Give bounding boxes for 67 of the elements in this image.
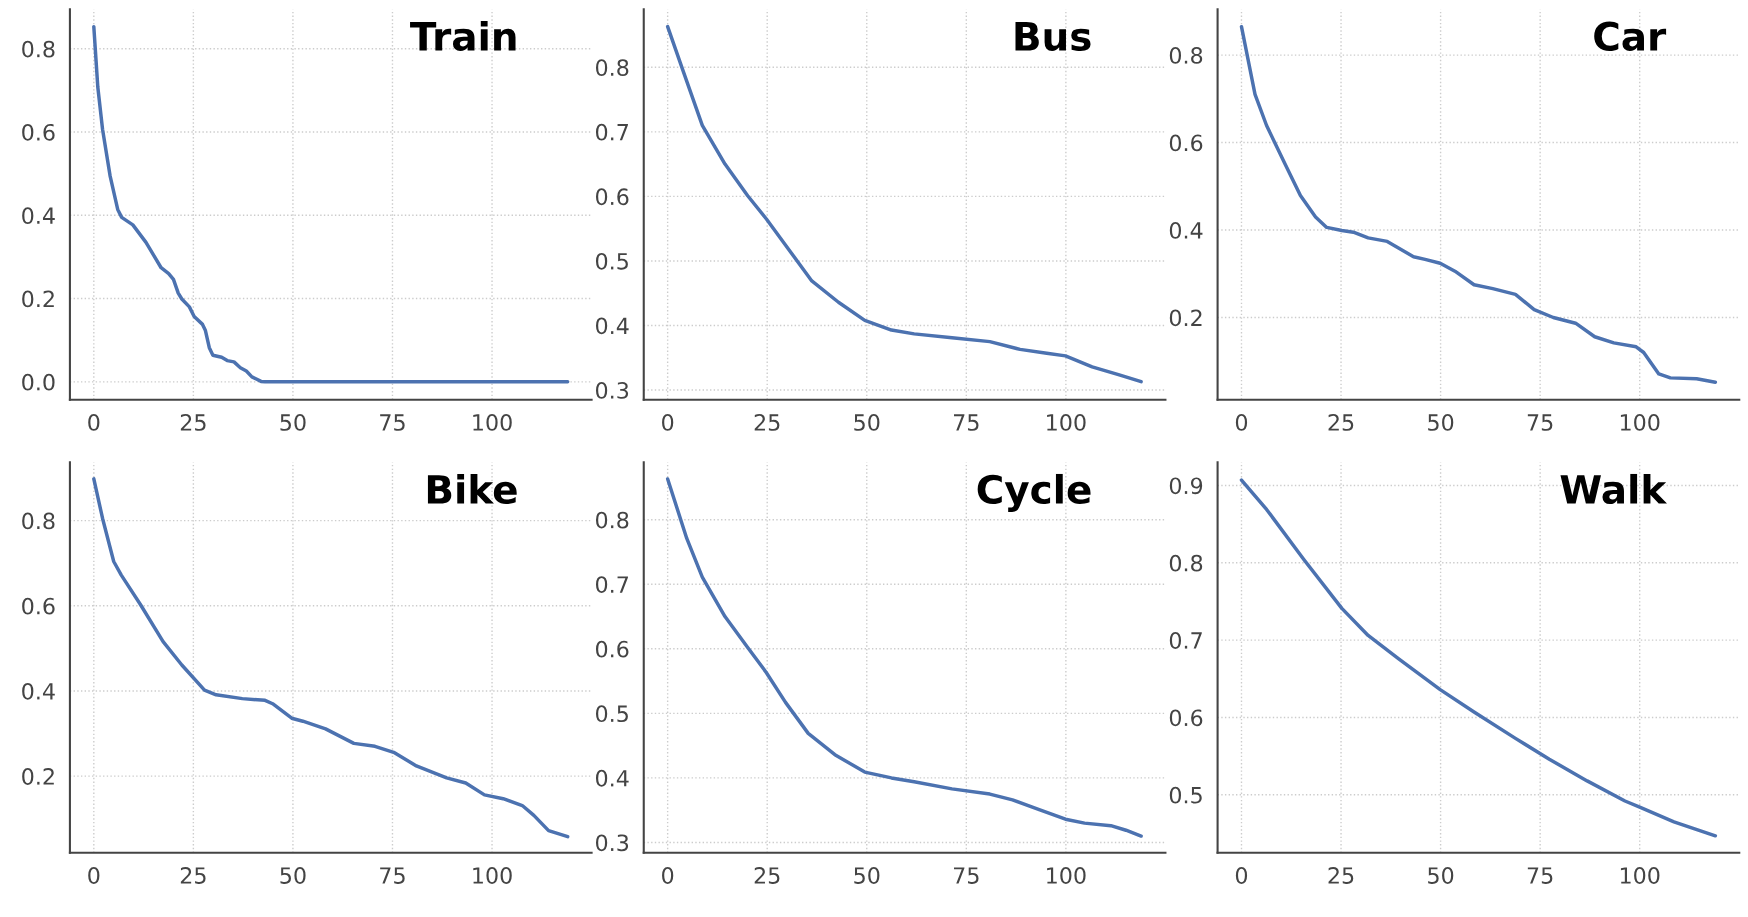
x-tick-label: 75 <box>380 867 405 884</box>
y-tick-label: 0.2 <box>22 290 54 308</box>
y-tick-label: 0.2 <box>1169 309 1202 327</box>
x-tick-label: 25 <box>754 867 780 884</box>
x-tick-label: 50 <box>280 867 306 884</box>
y-tick-label: 0.4 <box>595 769 629 787</box>
y-tick-label: 0.7 <box>595 576 628 594</box>
y-tick-label: 0.5 <box>1169 786 1202 804</box>
y-tick-label: 0.8 <box>1169 47 1203 64</box>
x-tick-label: 0 <box>88 414 100 431</box>
y-tick-label: 0.2 <box>22 768 54 785</box>
y-tick-label: 0.8 <box>1169 554 1203 572</box>
x-tick-label: 100 <box>1047 414 1086 431</box>
x-tick-label: 25 <box>180 867 206 884</box>
y-tick-label: 0.7 <box>1169 632 1202 649</box>
y-tick-label: 0.9 <box>1169 477 1203 495</box>
x-tick-label: 75 <box>954 867 979 884</box>
y-tick-label: 0.0 <box>22 373 55 391</box>
y-tick-label: 0.6 <box>22 123 55 141</box>
x-tick-label: 0 <box>662 414 674 431</box>
x-tick-label: 50 <box>280 414 306 431</box>
y-tick-label: 0.6 <box>595 640 629 658</box>
x-tick-label: 25 <box>754 414 780 431</box>
y-tick-label: 0.4 <box>1169 221 1203 239</box>
y-tick-label: 0.6 <box>22 597 55 615</box>
y-tick-label: 0.8 <box>22 40 55 58</box>
y-tick-label: 0.6 <box>1169 134 1203 152</box>
x-tick-label: 50 <box>854 867 880 884</box>
y-tick-label: 0.4 <box>22 682 55 700</box>
x-tick-label: 50 <box>1428 867 1454 884</box>
x-tick-label: 75 <box>1527 867 1553 884</box>
y-tick-label: 0.4 <box>595 317 629 335</box>
x-tick-label: 0 <box>88 867 100 884</box>
chart-title: Walk <box>1560 473 1667 505</box>
x-tick-label: 100 <box>1620 414 1660 431</box>
y-tick-label: 0.3 <box>595 382 629 399</box>
x-tick-label: 0 <box>1235 414 1248 431</box>
y-tick-label: 0.5 <box>595 705 628 723</box>
x-tick-label: 25 <box>180 414 206 431</box>
y-tick-label: 0.3 <box>595 834 629 852</box>
x-tick-label: 100 <box>1620 867 1660 884</box>
y-tick-label: 0.8 <box>22 512 55 530</box>
x-tick-label: 75 <box>380 414 405 431</box>
y-tick-label: 0.4 <box>22 207 55 225</box>
y-tick-label: 0.7 <box>595 123 628 141</box>
y-tick-label: 0.8 <box>595 59 629 77</box>
x-tick-label: 100 <box>473 867 512 884</box>
x-tick-label: 0 <box>1235 867 1248 884</box>
y-tick-label: 0.5 <box>595 252 628 270</box>
chart-title: Bus <box>1015 22 1091 51</box>
y-tick-label: 0.6 <box>595 188 629 206</box>
x-tick-label: 0 <box>662 867 674 884</box>
x-tick-label: 25 <box>1328 867 1354 884</box>
y-tick-label: 0.6 <box>1169 709 1203 727</box>
chart-title: Bike <box>427 473 517 505</box>
x-tick-label: 75 <box>954 414 979 431</box>
chart-title: Train <box>410 20 516 51</box>
x-tick-label: 75 <box>1527 414 1553 431</box>
x-tick-label: 100 <box>1047 867 1086 884</box>
chart-title: Cycle <box>977 473 1091 512</box>
y-tick-label: 0.8 <box>595 511 629 529</box>
x-tick-label: 25 <box>1328 414 1354 431</box>
line-series <box>665 24 1143 384</box>
x-tick-label: 100 <box>473 414 512 431</box>
chart-title: Car <box>1594 21 1667 51</box>
x-tick-label: 50 <box>854 414 880 431</box>
x-tick-label: 50 <box>1428 414 1454 431</box>
